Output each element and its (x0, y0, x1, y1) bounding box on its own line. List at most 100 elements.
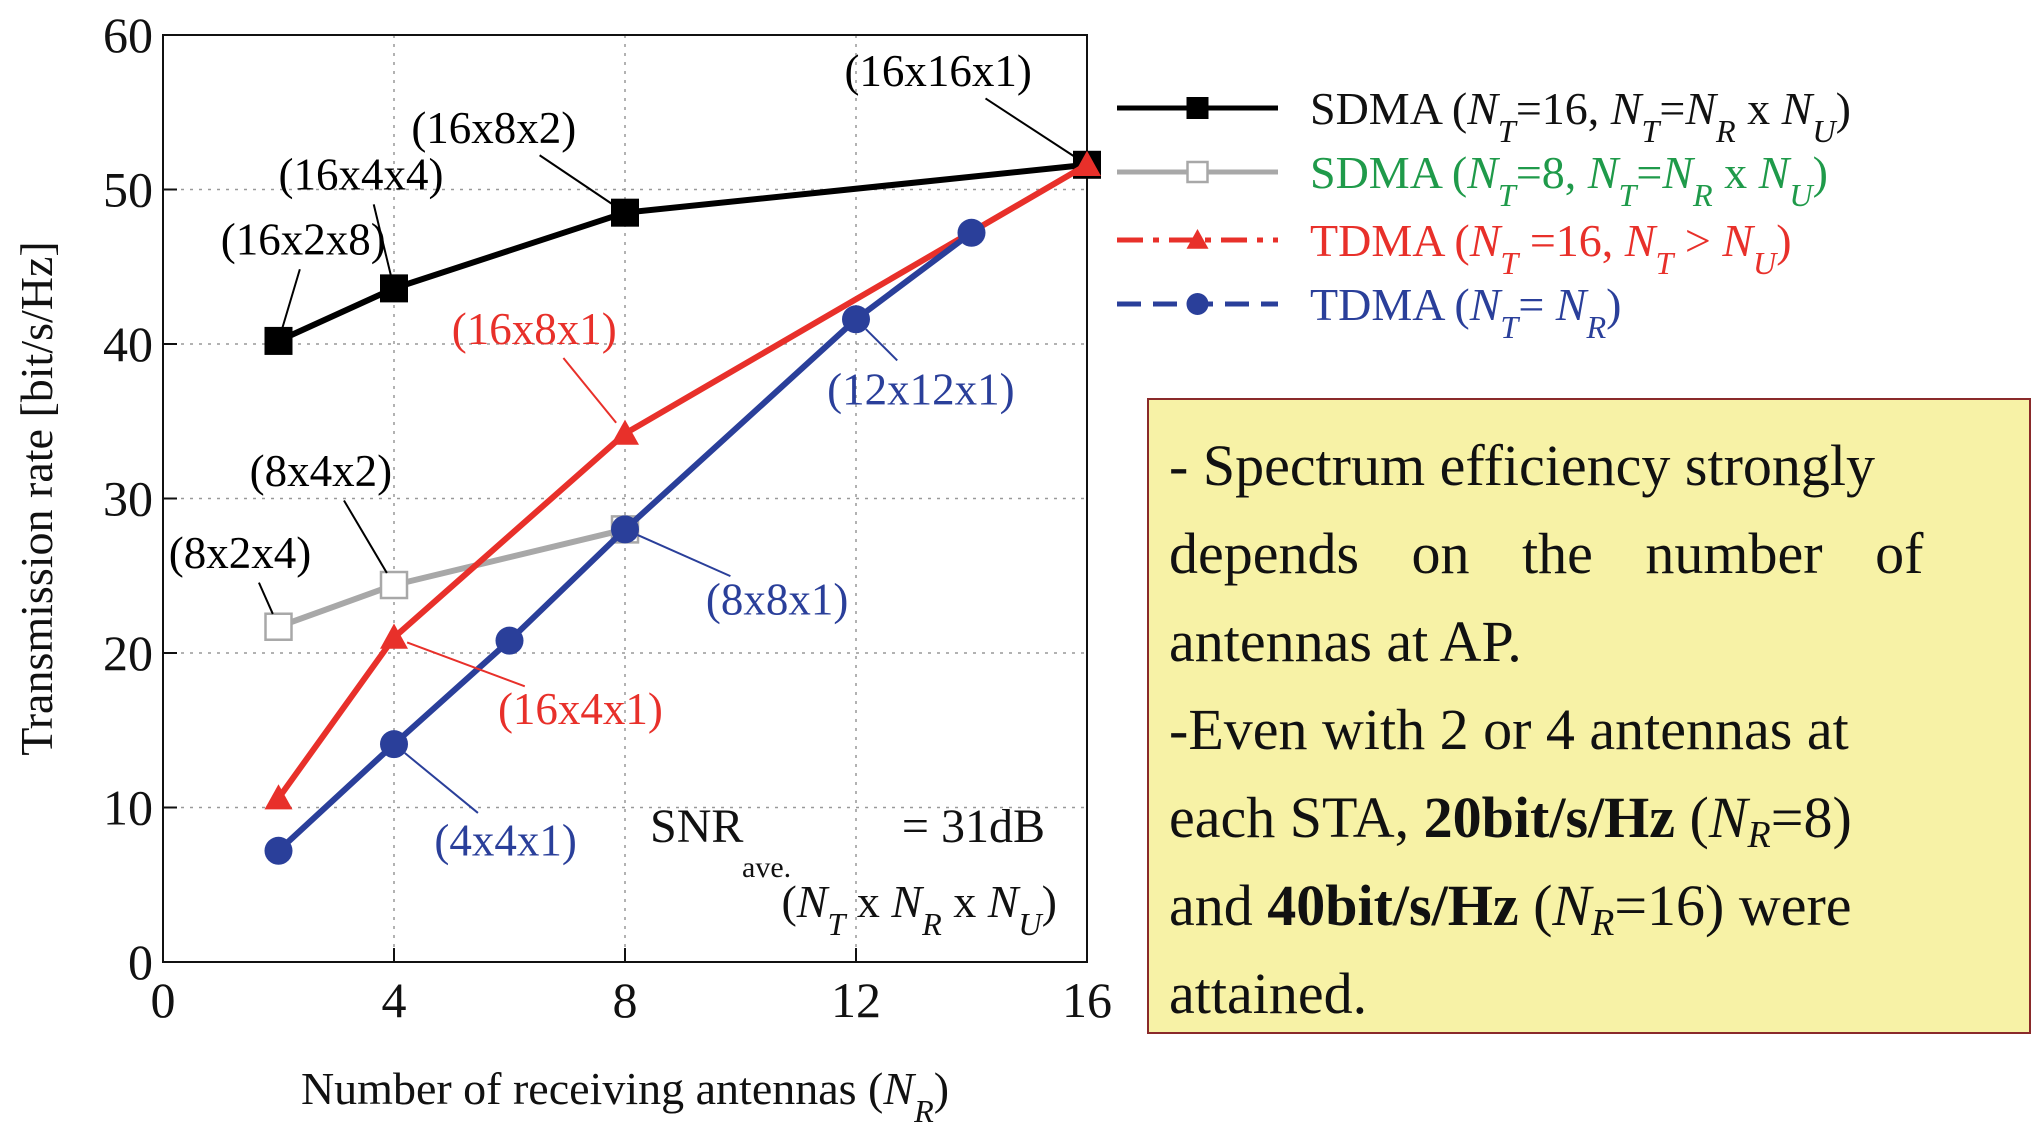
note-rate-20: 20bit/s/Hz (1423, 785, 1675, 850)
y-tick-label: 50 (103, 162, 153, 218)
data-point-0-1 (380, 274, 408, 303)
point-annotation-label: (16x8x2) (411, 103, 576, 153)
data-point-3-4 (842, 305, 870, 334)
annotation-leader-line (539, 154, 614, 206)
point-annotation: (8x4x2) (250, 446, 392, 574)
y-tick-label: 40 (103, 316, 153, 372)
point-annotation-label: (16x8x1) (452, 304, 617, 354)
legend-label: TDMA (NT =16, NT > NU) (1310, 215, 1792, 281)
note-line-4: -Even with 2 or 4 antennas at (1169, 697, 1849, 762)
note-line-2: depends on the number of (1169, 521, 1924, 586)
data-point-3-0 (264, 836, 293, 865)
note-line-6: and 40bit/s/Hz (NR=16) were (1169, 862, 2029, 950)
point-annotation-label: (16x4x4) (279, 150, 444, 200)
x-tick-label: 4 (382, 972, 407, 1028)
series-3 (264, 218, 986, 865)
series-2 (264, 150, 1101, 810)
point-annotation-label: (16x16x1) (844, 46, 1031, 96)
data-point-3-3 (611, 515, 639, 544)
y-tick-label: 0 (128, 934, 153, 990)
point-annotation: (8x2x4) (169, 528, 311, 615)
note-rate-40: 40bit/s/Hz (1267, 873, 1519, 938)
series-layer (264, 150, 1101, 865)
data-point-0-2 (611, 198, 639, 227)
y-tick-label: 20 (103, 625, 153, 681)
config-label: (NT x NR x NU) (781, 876, 1057, 942)
annotation-leader-line (406, 641, 526, 688)
legend-marker (1186, 293, 1209, 315)
snr-subscript: ave. (742, 851, 791, 884)
legend-marker (1186, 160, 1209, 184)
y-tick-label: 60 (103, 7, 153, 63)
legend-item-1: SDMA (NT=8, NT=NR x NU) (1117, 147, 1828, 213)
data-point-1-1 (379, 570, 409, 600)
x-tick-label: 12 (831, 972, 881, 1028)
annotation-layer: (16x2x8) (16x4x4)(16x8x2) (16x16x1) (8x2x4)… (169, 46, 1076, 865)
legend-item-2: TDMA (NT =16, NT > NU) (1117, 215, 1792, 281)
series-line-2 (276, 162, 1089, 800)
data-point-3-1 (380, 730, 408, 759)
snr-value: = 31dB (902, 800, 1045, 853)
note-line-1: - Spectrum efficiency strongly (1169, 433, 1875, 498)
series-1 (264, 515, 640, 641)
snr-label: SNR (650, 800, 743, 853)
point-annotation-label: (16x2x8) (221, 214, 386, 264)
annotation-leader-line (258, 582, 274, 615)
summary-note-box: - Spectrum efficiency strongly depends o… (1147, 398, 2031, 1034)
point-annotation: (16x2x8) (221, 214, 386, 328)
legend-item-3: TDMA (NT= NR) (1117, 279, 1621, 345)
annotation-leader-line (281, 268, 301, 328)
x-axis-ticks: 0 4 8 12 16 (151, 948, 1112, 1028)
note-line-5-start: each STA, (1169, 785, 1424, 850)
data-point-3-5 (957, 218, 986, 247)
point-annotation-label: (8x2x4) (169, 528, 311, 578)
point-annotation-label: (12x12x1) (827, 364, 1014, 414)
y-tick-label: 30 (103, 471, 153, 527)
x-tick-label: 8 (613, 972, 638, 1028)
x-axis-label: Number of receiving antennas (NR) (301, 1063, 949, 1122)
x-tick-label: 16 (1062, 972, 1112, 1028)
legend-marker (1186, 97, 1209, 119)
data-point-0-0 (264, 326, 293, 355)
y-axis-ticks: 0 10 20 30 40 50 60 (103, 7, 177, 990)
series-line-0 (277, 161, 1088, 344)
point-annotation: (16x4x1) (406, 641, 663, 734)
annotation-leader-line (404, 752, 479, 814)
annotation-leader-line (562, 357, 617, 424)
annotation-leader-line (865, 328, 898, 362)
snr-annotation: SNR ave. = 31dB (NT x NR x NU) (650, 800, 1057, 942)
annotation-leader-line (343, 499, 388, 574)
y-tick-label: 10 (103, 780, 153, 836)
legend-label: SDMA (NT=16, NT=NR x NU) (1310, 83, 1851, 149)
point-annotation: (16x8x1) (452, 304, 617, 424)
data-point-2-0 (264, 784, 293, 810)
note-line-6-end: (NR=16) were (1518, 873, 1852, 944)
y-axis-label: Transmission rate [bit/s/Hz] (11, 241, 62, 756)
point-annotation: (12x12x1) (827, 328, 1015, 414)
data-point-3-2 (495, 626, 524, 655)
annotation-leader-line (984, 97, 1076, 158)
data-point-2-3 (1073, 150, 1101, 176)
legend-label: SDMA (NT=8, NT=NR x NU) (1310, 147, 1828, 213)
legend: SDMA (NT=16, NT=NR x NU)SDMA (NT=8, NT=N… (1117, 83, 1851, 345)
point-annotation: (16x8x2) (411, 103, 614, 206)
point-annotation: (8x8x1) (637, 534, 848, 624)
note-line-7: attained. (1169, 961, 1368, 1026)
data-point-2-1 (380, 623, 408, 649)
note-line-3: antennas at AP. (1169, 609, 1522, 674)
series-line-3 (276, 230, 974, 853)
point-annotation: (16x16x1) (844, 46, 1076, 158)
point-annotation: (16x4x4) (279, 150, 444, 276)
note-line-5-end: (NR=8) (1675, 785, 1852, 856)
annotation-leader-line (637, 534, 731, 578)
point-annotation: (4x4x1) (404, 752, 577, 865)
data-point-1-0 (264, 612, 293, 641)
legend-marker (1186, 229, 1209, 249)
annotation-leader-line (372, 204, 392, 276)
legend-label: TDMA (NT= NR) (1310, 279, 1621, 345)
point-annotation-label: (4x4x1) (434, 815, 576, 865)
point-annotation-label: (8x8x1) (706, 574, 848, 624)
legend-item-0: SDMA (NT=16, NT=NR x NU) (1117, 83, 1851, 149)
note-line-5: each STA, 20bit/s/Hz (NR=8) (1169, 774, 2029, 862)
